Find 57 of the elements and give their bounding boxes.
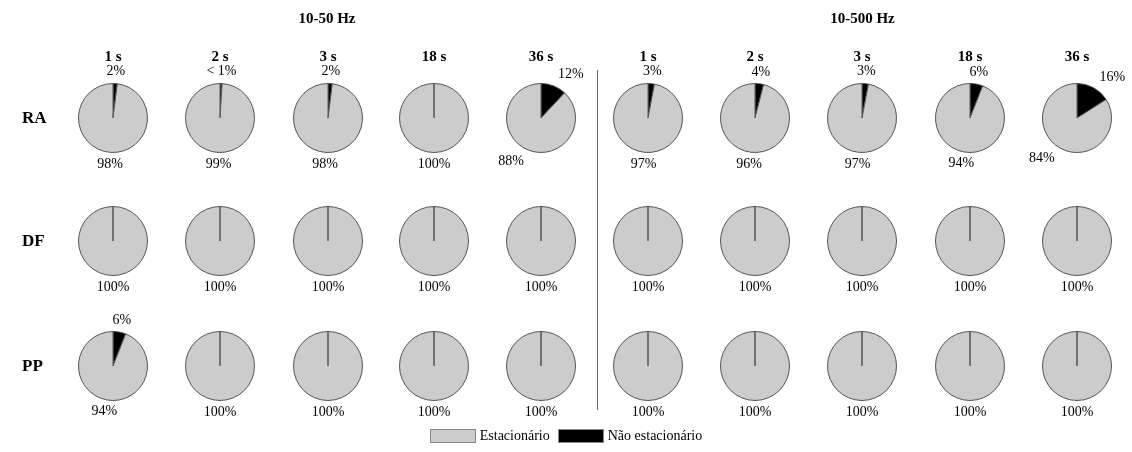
chart-subtitle: 10-50 Hz (298, 10, 356, 27)
text: DF (22, 231, 45, 251)
data-label: 4% (751, 63, 771, 79)
data-label: 100% (311, 404, 345, 420)
data-label: 100% (738, 404, 772, 420)
data-label: 100% (311, 279, 345, 295)
data-label: 97% (844, 155, 871, 171)
legend-label: Estacionário (479, 428, 550, 444)
data-label: 100% (96, 279, 130, 295)
data-label: 98% (312, 156, 339, 172)
data-label: 100% (417, 404, 451, 420)
chart-title: 18 s (421, 48, 447, 65)
data-label: 100% (1060, 404, 1094, 420)
text: PP (22, 356, 43, 376)
data-label: 2% (106, 63, 126, 79)
data-label: 97% (630, 155, 657, 171)
data-label: 94% (948, 155, 975, 171)
chart-subtitle: 10-500 Hz (830, 10, 895, 27)
data-label: 12% (558, 66, 585, 82)
data-label: 100% (203, 279, 237, 295)
chart-title: 18 s (957, 48, 983, 65)
chart-title: 3 s (853, 48, 871, 65)
chart-title: 1 s (639, 48, 657, 65)
data-label: 100% (953, 404, 987, 420)
data-label: 84% (1028, 150, 1055, 166)
data-label: 100% (631, 279, 665, 295)
data-label: 6% (969, 64, 989, 79)
chart-title: 2 s (211, 48, 229, 65)
data-label: 100% (631, 404, 665, 420)
data-label: 99% (205, 156, 232, 172)
text: RA (22, 108, 47, 128)
data-label: 100% (524, 279, 558, 295)
chart-title: 36 s (528, 48, 554, 65)
chart-title: 36 s (1064, 48, 1090, 65)
data-label: 100% (203, 404, 237, 420)
data-label: 100% (1060, 279, 1094, 295)
data-label: 2% (321, 63, 341, 79)
legend-label: Não estacionário (607, 428, 703, 444)
data-label: < 1% (206, 63, 237, 79)
data-label: 96% (736, 155, 763, 171)
chart-title: 3 s (319, 48, 337, 65)
data-label: 100% (845, 404, 879, 420)
data-label: 100% (738, 279, 772, 295)
data-label: 3% (643, 63, 663, 79)
data-label: 3% (857, 63, 877, 79)
data-label: 100% (953, 279, 987, 295)
data-label: 100% (845, 279, 879, 295)
data-label: 16% (1099, 68, 1126, 84)
data-label: 100% (524, 404, 558, 420)
data-label: 100% (417, 279, 451, 295)
data-label: 88% (498, 152, 525, 168)
chart-title: 2 s (746, 48, 764, 65)
data-label: 94% (91, 403, 118, 419)
chart-title: 1 s (104, 48, 122, 65)
data-label: 98% (97, 156, 124, 172)
data-label: 100% (417, 156, 451, 172)
data-label: 6% (112, 312, 132, 327)
